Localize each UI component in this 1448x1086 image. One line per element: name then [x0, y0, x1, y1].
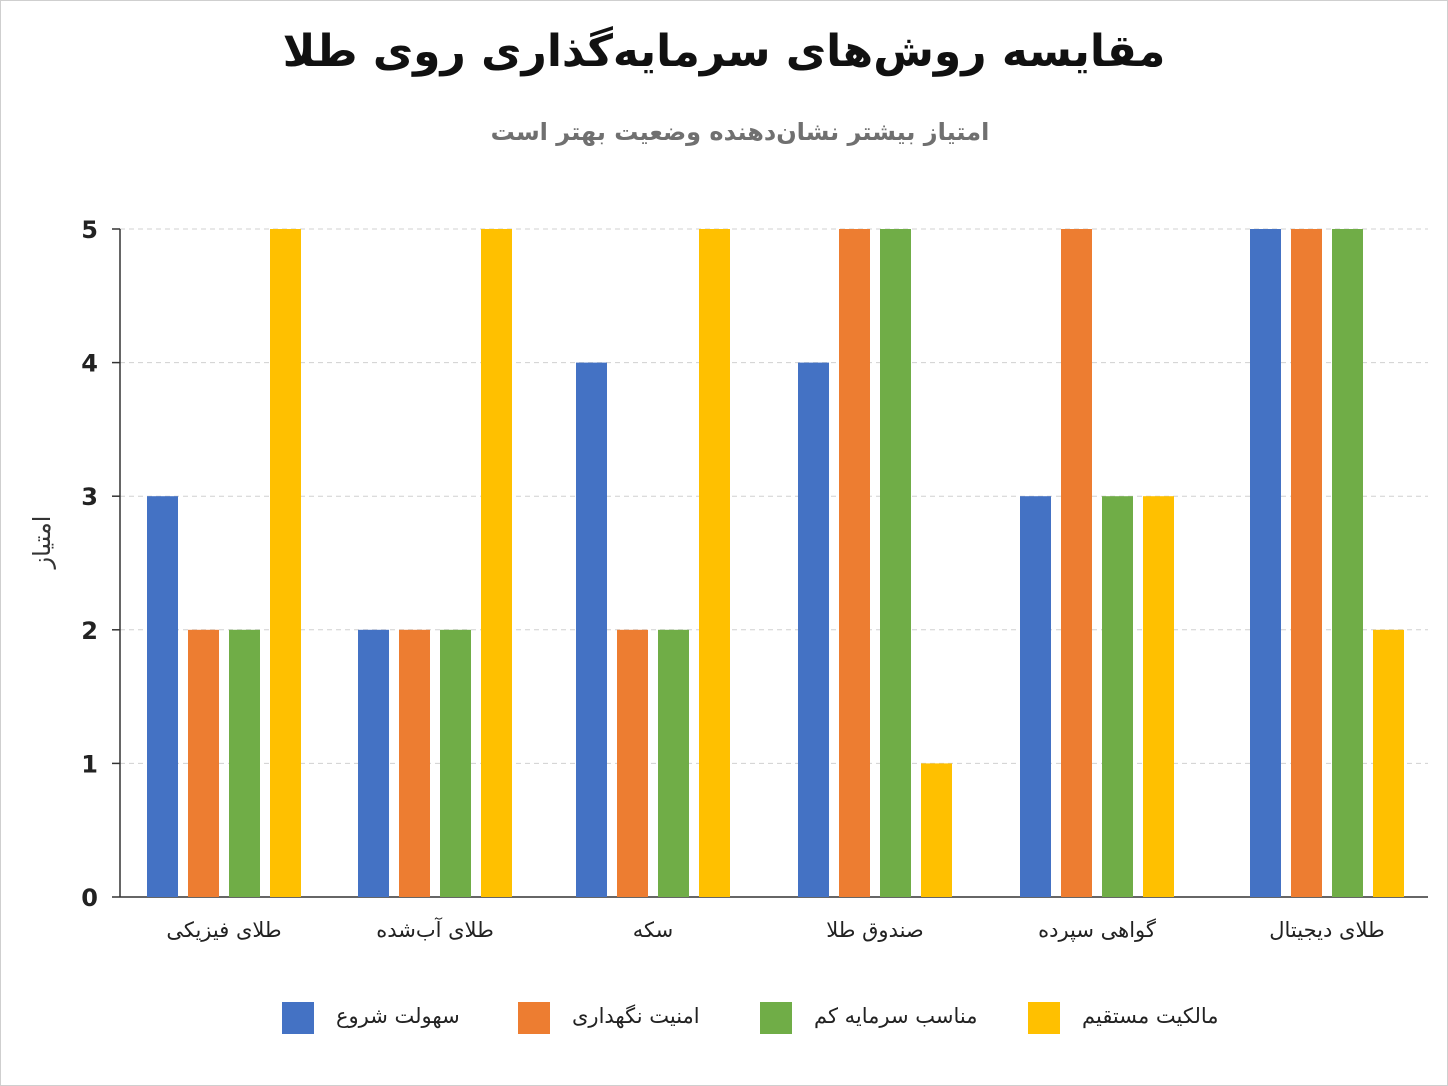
bar-2-1 [617, 629, 648, 897]
y-tick-label: 0 [81, 884, 98, 912]
bar-1-1 [399, 629, 430, 897]
bar-5-1 [1291, 229, 1322, 897]
bar-1-3 [481, 229, 512, 897]
legend-label: سهولت شروع [336, 1004, 460, 1028]
x-category-label: طلای فیزیکی [166, 918, 281, 942]
bar-0-2 [229, 629, 260, 897]
y-tick-label: 4 [81, 350, 98, 378]
bar-3-0 [798, 362, 829, 898]
y-tick-label: 1 [81, 750, 98, 778]
y-tick-label: 3 [81, 483, 98, 511]
legend-label: مناسب سرمایه کم [814, 1004, 978, 1028]
chart-title: مقایسه روش‌های سرمایه‌گذاری روی طلا [282, 26, 1166, 77]
legend-swatch [1028, 1002, 1060, 1034]
y-tick-label: 2 [81, 617, 98, 645]
bar-0-1 [188, 629, 219, 897]
bar-4-1 [1061, 229, 1092, 897]
bar-0-0 [147, 496, 178, 897]
legend-swatch [282, 1002, 314, 1034]
bar-5-0 [1250, 229, 1281, 897]
x-category-label: گواهی سپرده [1038, 918, 1156, 942]
bar-2-0 [576, 362, 607, 898]
legend-label: مالکیت مستقیم [1082, 1004, 1219, 1028]
bar-3-3 [921, 763, 952, 897]
y-tick-label: 5 [81, 216, 98, 244]
bar-4-0 [1020, 496, 1051, 897]
legend-swatch [760, 1002, 792, 1034]
bar-4-3 [1143, 496, 1174, 897]
bar-3-2 [880, 229, 911, 897]
bar-1-2 [440, 629, 471, 897]
bar-4-2 [1102, 496, 1133, 897]
legend-label: امنیت نگهداری [572, 1004, 700, 1028]
bar-2-2 [658, 629, 689, 897]
x-category-label: طلای دیجیتال [1269, 918, 1384, 942]
x-category-label: صندوق طلا [826, 918, 924, 942]
bar-5-3 [1373, 629, 1404, 897]
chart-subtitle: امتیاز بیشتر نشان‌دهنده وضعیت بهتر است [490, 118, 990, 146]
x-category-label: طلای آب‌شده [376, 917, 494, 942]
legend: سهولت شروع امنیت نگهداری مناسب سرمایه کم… [0, 998, 1448, 1042]
bar-chart: 0 1 2 3 4 5 طلای فیزیکی طلای آب‌شده سکه صندوق طلا… [81, 216, 1428, 942]
bar-5-2 [1332, 229, 1363, 897]
x-category-label: سکه [633, 918, 673, 942]
legend-swatch [518, 1002, 550, 1034]
bar-1-0 [358, 629, 389, 897]
bar-2-3 [699, 229, 730, 897]
bar-0-3 [270, 229, 301, 897]
bar-3-1 [839, 229, 870, 897]
